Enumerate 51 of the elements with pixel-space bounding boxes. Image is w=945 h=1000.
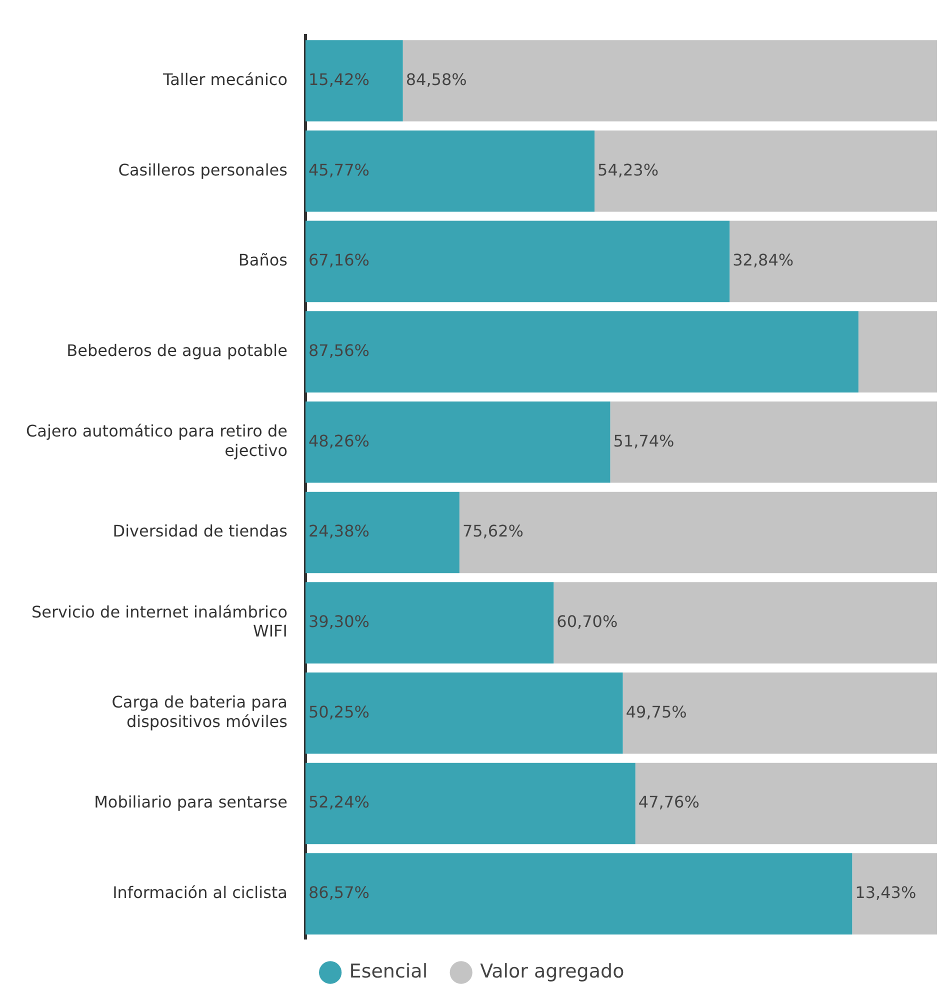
data-label: 49,75% bbox=[626, 702, 687, 722]
y-tick-label: Diversidad de tiendas bbox=[112, 522, 288, 541]
data-label: 84,58% bbox=[406, 70, 467, 89]
bar bbox=[305, 220, 730, 302]
bar bbox=[305, 401, 610, 483]
y-tick-label: Servicio de internet inalámbrico WIFI bbox=[31, 602, 288, 641]
bar bbox=[305, 672, 623, 754]
bar bbox=[622, 672, 937, 754]
bar bbox=[858, 311, 937, 392]
data-label: 39,30% bbox=[308, 612, 370, 631]
bar bbox=[554, 582, 937, 664]
legend-label: Valor agregado bbox=[480, 960, 624, 982]
y-tick-label: Cajero automático para retiro de ejectivo bbox=[26, 422, 288, 460]
bar bbox=[305, 492, 460, 574]
bar bbox=[852, 853, 937, 934]
bar bbox=[594, 130, 937, 212]
data-label: 50,25% bbox=[308, 702, 370, 722]
data-label: 51,74% bbox=[613, 431, 674, 450]
y-tick-label: Casilleros personales bbox=[118, 160, 288, 180]
bar bbox=[305, 582, 554, 664]
data-label: 32,84% bbox=[732, 250, 794, 270]
bar bbox=[635, 762, 937, 844]
data-label: 13,43% bbox=[855, 882, 916, 902]
data-label: 47,76% bbox=[638, 792, 700, 812]
data-label: 86,57% bbox=[308, 882, 370, 902]
bar bbox=[305, 40, 403, 122]
bar bbox=[459, 492, 937, 574]
legend-label: Esencial bbox=[349, 960, 428, 982]
data-label: 87,56% bbox=[308, 340, 370, 360]
y-tick-label: Bebederos de agua potable bbox=[66, 340, 288, 360]
bar bbox=[305, 130, 595, 212]
data-label: 15,42% bbox=[308, 70, 370, 89]
data-label: 45,77% bbox=[308, 160, 370, 180]
y-tick-label: Carga de bateria para dispositivos móviles bbox=[112, 692, 288, 731]
data-label: 24,38% bbox=[308, 522, 370, 541]
y-tick-label: Baños bbox=[238, 250, 288, 270]
data-label: 54,23% bbox=[598, 160, 659, 180]
data-label: 60,70% bbox=[556, 612, 618, 631]
bar bbox=[402, 40, 937, 122]
bar bbox=[305, 311, 858, 392]
bar bbox=[305, 853, 852, 934]
y-tick-label: Taller mecánico bbox=[162, 70, 288, 89]
data-label: 67,16% bbox=[308, 250, 370, 270]
bar bbox=[610, 401, 937, 483]
data-label: 48,26% bbox=[308, 431, 370, 450]
y-tick-label: Mobiliario para sentarse bbox=[94, 792, 288, 812]
data-label: 75,62% bbox=[462, 522, 524, 541]
bar bbox=[730, 220, 937, 302]
bar bbox=[305, 762, 636, 844]
data-label: 52,24% bbox=[308, 792, 370, 812]
y-tick-label: Información al ciclista bbox=[112, 882, 288, 902]
